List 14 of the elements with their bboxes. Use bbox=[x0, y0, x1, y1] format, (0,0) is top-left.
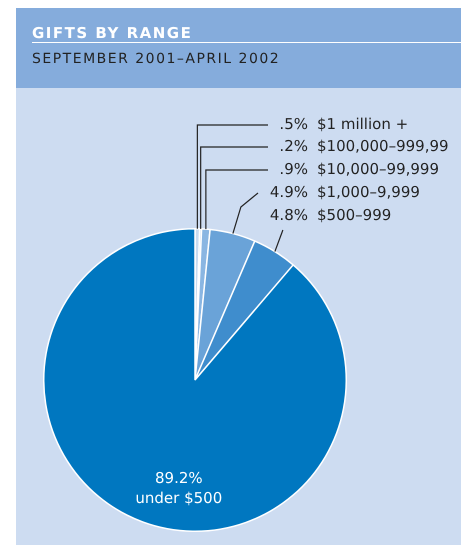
slice-label: $500–999 bbox=[317, 206, 392, 224]
data-label: 4.8% bbox=[270, 206, 308, 224]
chart-title: GIFTS BY RANGE bbox=[32, 24, 192, 42]
slice-label: $1 million + bbox=[317, 114, 408, 133]
chart-subtitle: SEPTEMBER 2001–APRIL 2002 bbox=[32, 50, 280, 68]
slice-label: $10,000–99,999 bbox=[317, 160, 440, 178]
data-label: .2% bbox=[279, 136, 308, 155]
data-label: .5% bbox=[279, 114, 308, 133]
data-label: 4.9% bbox=[270, 182, 308, 201]
slice-label: under $500 bbox=[135, 488, 222, 507]
slice-label: $1,000–9,999 bbox=[317, 182, 420, 201]
slice-label: $100,000–999,99 bbox=[317, 136, 449, 155]
data-label: .9% bbox=[279, 160, 308, 178]
data-label: 89.2% bbox=[155, 468, 203, 487]
